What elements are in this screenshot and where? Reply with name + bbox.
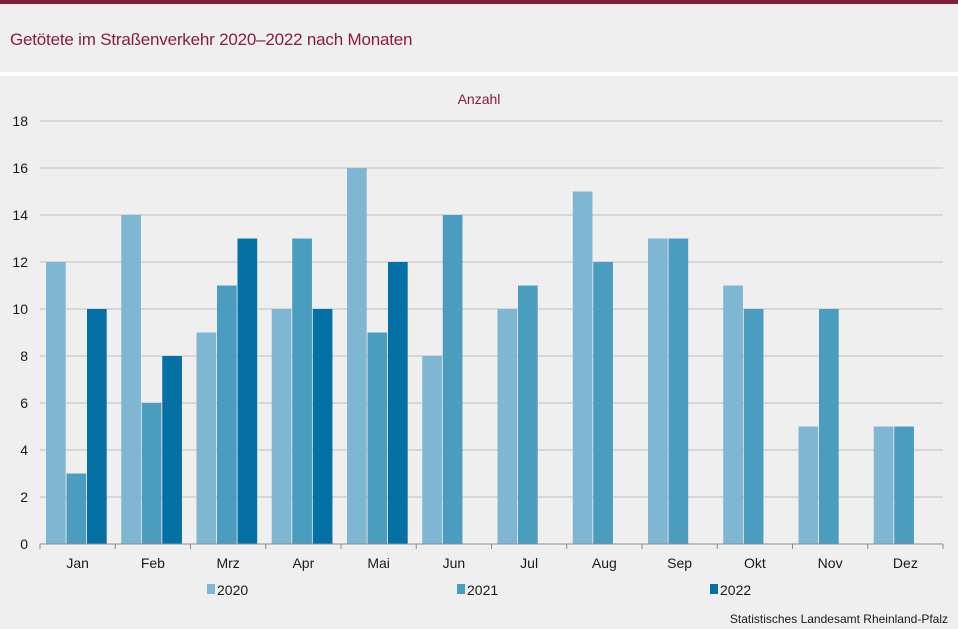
bar-2021-jan	[66, 473, 87, 544]
bar-2022-apr	[312, 309, 333, 544]
y-tick-label: 8	[20, 348, 28, 364]
y-tick-label: 10	[12, 301, 28, 317]
bar-2021-dez	[894, 426, 914, 544]
legend-label-2020: 2020	[217, 582, 248, 598]
bar-2020-jul	[497, 309, 518, 544]
x-tick-label: Jul	[520, 555, 538, 571]
bar-2020-aug	[572, 191, 593, 544]
bar-2021-mrz	[217, 285, 237, 544]
y-tick-label: 16	[12, 160, 28, 176]
bar-2020-feb	[121, 215, 141, 544]
x-tick-label: Apr	[292, 555, 314, 571]
y-axis-title: Anzahl	[458, 91, 501, 107]
bar-2022-jan	[87, 309, 107, 544]
x-tick-label: Nov	[818, 555, 843, 571]
bar-2020-dez	[873, 426, 894, 544]
x-tick-label: Dez	[893, 555, 918, 571]
x-tick-label: Feb	[141, 555, 165, 571]
x-tick-label: Okt	[744, 555, 766, 571]
bar-2021-mai	[367, 332, 388, 544]
bar-chart: Anzahl 0 2 4 6 8 10 12 14 16 18 Jan Feb Mrz Apr Mai Jun J…	[12, 91, 944, 598]
y-tick-label: 14	[12, 207, 28, 223]
bar-2021-sep	[668, 238, 689, 544]
bar-2022-feb	[162, 356, 182, 544]
x-tick-label: Jun	[443, 555, 466, 571]
chart-title: Getötete im Straßenverkehr 2020–2022 nac…	[10, 30, 413, 49]
bar-2022-mai	[388, 262, 408, 544]
x-tick-label: Sep	[667, 555, 692, 571]
x-tick-label: Mai	[367, 555, 390, 571]
bar-2021-nov	[819, 309, 839, 544]
source-credit: Statistisches Landesamt Rheinland-Pfalz	[729, 612, 948, 626]
x-tick-label: Jan	[66, 555, 89, 571]
legend-swatch-2020	[207, 584, 215, 594]
legend-label-2021: 2021	[467, 582, 498, 598]
bar-2020-jan	[46, 262, 66, 544]
x-tick-label: Mrz	[216, 555, 239, 571]
x-tick-label: Aug	[592, 555, 617, 571]
y-tick-label: 6	[20, 395, 28, 411]
y-tick-label: 0	[20, 536, 28, 552]
bar-2021-okt	[743, 309, 764, 544]
y-tick-label: 12	[12, 254, 28, 270]
bar-2020-mai	[347, 168, 367, 544]
bar-2021-jun	[442, 215, 463, 544]
y-tick-label: 4	[20, 442, 28, 458]
bar-2022-mrz	[237, 238, 258, 544]
bar-2020-nov	[798, 426, 819, 544]
top-accent-rule	[0, 0, 958, 4]
y-tick-label: 2	[20, 489, 28, 505]
bar-2021-apr	[292, 238, 312, 544]
header-separator	[0, 72, 958, 76]
bar-2021-feb	[141, 403, 162, 544]
bar-2020-mrz	[196, 332, 217, 544]
bar-2021-jul	[518, 285, 538, 544]
legend-label-2022: 2022	[720, 582, 751, 598]
bar-2020-jun	[422, 356, 442, 544]
bar-2020-apr	[271, 309, 292, 544]
bar-2020-okt	[723, 285, 743, 544]
bar-2021-aug	[593, 262, 613, 544]
legend-swatch-2021	[457, 584, 465, 594]
y-tick-label: 18	[12, 113, 28, 129]
legend-swatch-2022	[710, 584, 718, 594]
bar-2020-sep	[648, 238, 668, 544]
